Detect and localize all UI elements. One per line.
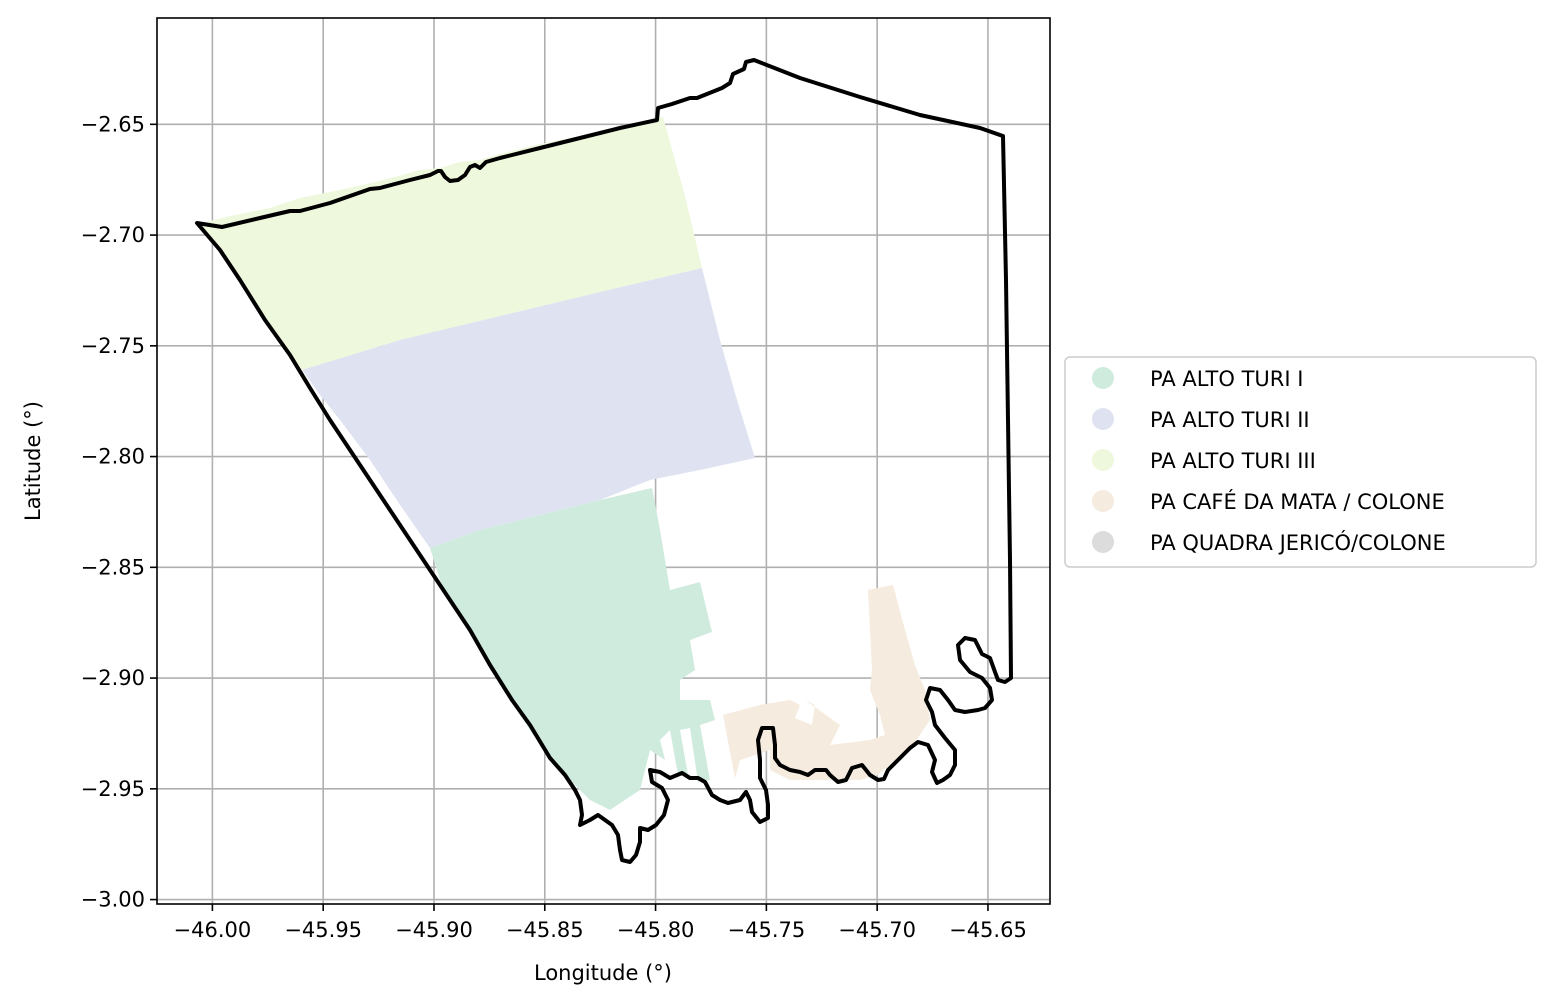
legend-label: PA ALTO TURI I bbox=[1150, 367, 1303, 391]
legend-frame bbox=[1064, 356, 1537, 568]
axes-frame bbox=[156, 17, 1051, 905]
x-axis-ticks: −46.00 −45.95 −45.90 −45.85 −45.80 −45.75 −45.… bbox=[174, 904, 1027, 942]
legend: PA ALTO TURI I PA ALTO TURI II PA ALTO TUR… bbox=[1064, 356, 1537, 568]
x-tick-label: −46.00 bbox=[174, 918, 252, 942]
x-tick-label: −45.80 bbox=[617, 918, 695, 942]
x-tick-label: −45.85 bbox=[506, 918, 584, 942]
x-axis-label: Longitude (°) bbox=[534, 961, 672, 985]
legend-marker bbox=[1092, 531, 1114, 553]
legend-label: PA CAFÉ DA MATA / COLONE bbox=[1150, 489, 1445, 514]
y-tick-label: −2.85 bbox=[81, 555, 145, 579]
x-tick-label: −45.95 bbox=[284, 918, 362, 942]
y-tick-label: −2.80 bbox=[81, 445, 145, 469]
y-tick-label: −2.95 bbox=[81, 777, 145, 801]
y-tick-label: −2.75 bbox=[81, 334, 145, 358]
legend-label: PA ALTO TURI II bbox=[1150, 408, 1310, 432]
settlement-areas bbox=[197, 117, 930, 810]
municipality-boundary bbox=[195, 58, 1013, 864]
legend-marker bbox=[1092, 449, 1114, 471]
legend-marker bbox=[1092, 490, 1114, 512]
y-tick-label: −2.90 bbox=[81, 666, 145, 690]
y-axis-ticks: −2.65 −2.70 −2.75 −2.80 −2.85 −2.90 −2.95 −3.00 bbox=[81, 112, 157, 912]
area-pa-alto-turi-ii bbox=[302, 268, 755, 548]
y-tick-label: −2.70 bbox=[81, 223, 145, 247]
y-tick-label: −2.65 bbox=[81, 112, 145, 136]
area-pa-alto-turi-i bbox=[430, 488, 715, 810]
x-tick-label: −45.70 bbox=[838, 918, 916, 942]
y-tick-label: −3.00 bbox=[81, 888, 145, 912]
y-axis-label: Latitude (°) bbox=[21, 401, 45, 521]
legend-marker bbox=[1092, 367, 1114, 389]
legend-label: PA ALTO TURI III bbox=[1150, 449, 1316, 473]
legend-marker bbox=[1092, 408, 1114, 430]
x-tick-label: −45.75 bbox=[728, 918, 806, 942]
x-tick-label: −45.65 bbox=[949, 918, 1027, 942]
x-tick-label: −45.90 bbox=[395, 918, 473, 942]
area-pa-alto-turi-iii bbox=[197, 117, 702, 370]
legend-label: PA QUADRA JERICÓ/COLONE bbox=[1150, 530, 1446, 555]
